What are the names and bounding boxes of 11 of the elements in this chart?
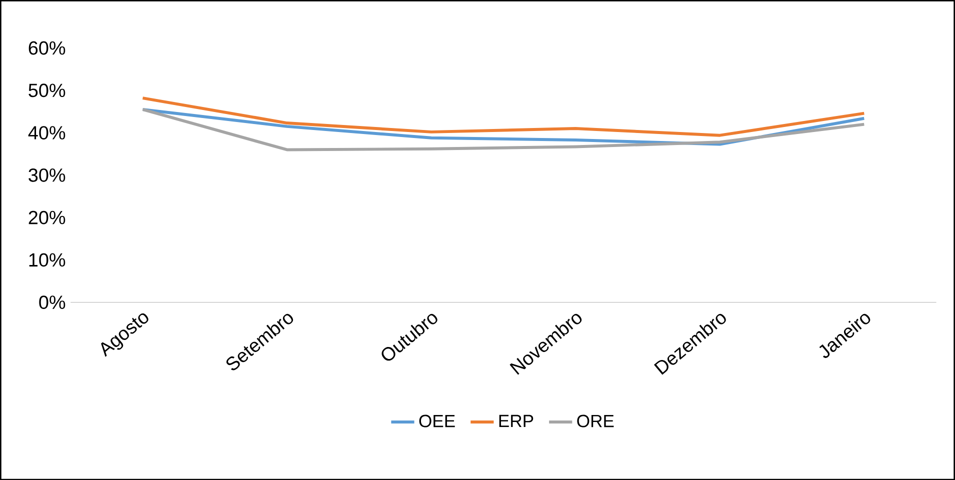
y-tick-label: 40%	[28, 126, 66, 140]
y-tick-label: 10%	[29, 253, 66, 267]
line-series	[141, 96, 866, 137]
legend-label: ERP	[499, 414, 534, 427]
legend-label: ORE	[577, 414, 614, 428]
legend-label: OEE	[419, 414, 455, 428]
y-tick-label: 50%	[28, 84, 66, 98]
y-tick-label: 20%	[28, 210, 66, 224]
y-tick-label: 60%	[28, 41, 66, 55]
y-tick-label: 30%	[28, 168, 66, 182]
y-tick-label: 0%	[39, 296, 66, 309]
